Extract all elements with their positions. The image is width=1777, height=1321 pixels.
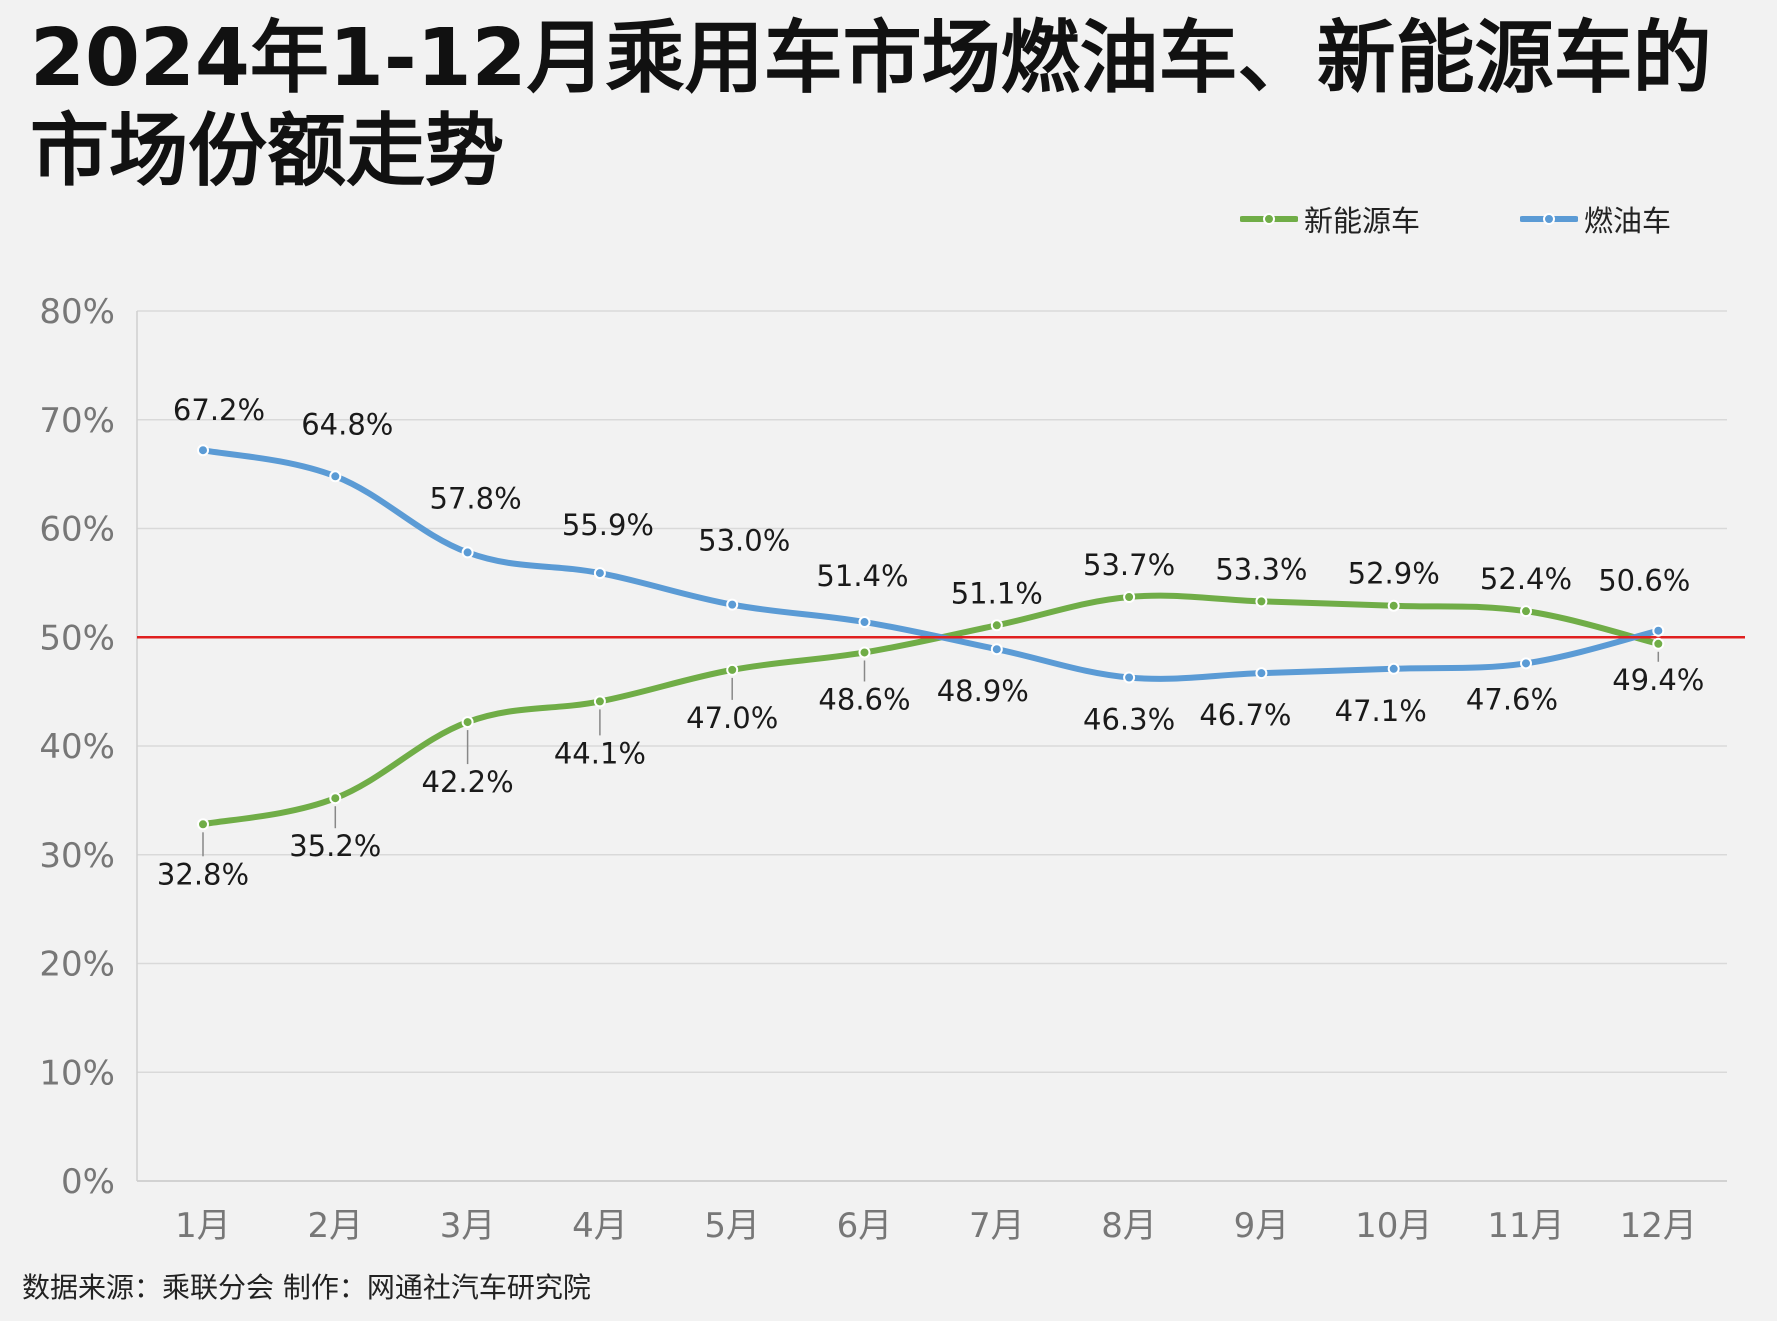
data-label: 57.8% xyxy=(430,481,522,515)
source-note: 数据来源：乘联分会 制作：网通社汽车研究院 xyxy=(22,1271,591,1304)
data-label: 64.8% xyxy=(301,407,393,441)
y-tick-label: 60% xyxy=(39,510,115,550)
data-labels: 32.8% 35.2% 42.2% 44.1% 47.0% 48.6% 51.1% 53.7%… xyxy=(157,393,1704,891)
data-points xyxy=(197,444,1665,831)
data-point xyxy=(593,695,606,708)
data-label: 46.3% xyxy=(1083,702,1175,736)
x-tick-label: 9月 xyxy=(1234,1206,1290,1246)
data-point xyxy=(1387,662,1400,675)
legend-item-ice: 燃油车 xyxy=(1520,198,1671,240)
legend-swatch-ice xyxy=(1520,209,1579,229)
legend-label-nev: 新能源车 xyxy=(1304,204,1421,238)
data-point xyxy=(1652,624,1665,637)
data-point xyxy=(858,646,871,659)
y-axis-ticks: 0% 10% 20% 30% 40% 50% 60% 70% 80% xyxy=(39,292,115,1202)
y-tick-label: 50% xyxy=(39,618,115,658)
data-label: 47.1% xyxy=(1335,694,1427,728)
data-label: 51.1% xyxy=(951,576,1043,610)
x-axis-ticks: 1月 2月 3月 4月 5月 6月 7月 8月 9月 10月 11月 12月 xyxy=(175,1206,1697,1246)
data-label: 47.6% xyxy=(1466,682,1558,716)
data-label: 48.6% xyxy=(818,682,910,716)
data-point xyxy=(858,616,871,629)
data-label: 50.6% xyxy=(1598,564,1690,598)
y-tick-label: 30% xyxy=(39,836,115,876)
x-tick-label: 10月 xyxy=(1355,1206,1432,1246)
data-label: 42.2% xyxy=(422,765,514,799)
data-label: 52.4% xyxy=(1480,562,1572,596)
x-tick-label: 4月 xyxy=(572,1206,628,1246)
data-label: 48.9% xyxy=(937,674,1029,708)
chart-legend: 新能源车 燃油车 xyxy=(1240,198,1671,240)
data-label: 32.8% xyxy=(157,857,249,891)
data-label: 47.0% xyxy=(686,701,778,735)
legend-label-ice: 燃油车 xyxy=(1584,204,1672,238)
data-point xyxy=(329,792,342,805)
data-point xyxy=(1652,637,1665,650)
data-label: 51.4% xyxy=(816,559,908,593)
data-point xyxy=(726,598,739,611)
data-label: 52.9% xyxy=(1348,557,1440,591)
x-tick-label: 6月 xyxy=(837,1206,893,1246)
y-tick-label: 40% xyxy=(39,727,115,767)
data-label: 35.2% xyxy=(289,829,381,863)
y-tick-label: 20% xyxy=(39,945,115,985)
data-point xyxy=(1255,667,1268,680)
y-tick-label: 70% xyxy=(39,401,115,441)
x-tick-label: 8月 xyxy=(1101,1206,1157,1246)
leader-lines xyxy=(202,651,1660,857)
data-point xyxy=(1520,605,1532,618)
legend-swatch-nev xyxy=(1240,209,1298,229)
x-tick-label: 1月 xyxy=(175,1206,231,1246)
data-point xyxy=(990,643,1003,656)
data-point xyxy=(461,546,474,559)
x-tick-label: 3月 xyxy=(440,1206,496,1246)
data-point xyxy=(990,619,1003,632)
x-tick-label: 5月 xyxy=(704,1206,760,1246)
data-point xyxy=(1123,671,1136,684)
data-label: 44.1% xyxy=(554,736,646,770)
y-tick-label: 10% xyxy=(39,1053,115,1093)
series-lines xyxy=(200,447,1662,828)
data-label: 53.7% xyxy=(1083,548,1175,582)
chart-title: 2024年1-12月乘用车市场燃油车、新能源车的市场份额走势 xyxy=(30,12,1712,197)
data-label: 53.3% xyxy=(1215,552,1307,586)
y-tick-label: 0% xyxy=(61,1162,115,1202)
y-tick-label: 80% xyxy=(39,292,115,332)
data-label: 46.7% xyxy=(1199,698,1291,732)
x-tick-label: 7月 xyxy=(969,1206,1025,1246)
x-tick-label: 2月 xyxy=(307,1206,363,1246)
x-tick-label: 11月 xyxy=(1487,1206,1564,1246)
legend-item-nev: 新能源车 xyxy=(1240,198,1420,240)
data-point xyxy=(1520,657,1532,670)
data-point xyxy=(461,716,474,729)
data-label: 55.9% xyxy=(562,508,654,542)
grid-lines xyxy=(136,310,1727,1182)
series-line-nev xyxy=(200,592,1662,828)
data-point xyxy=(593,567,606,580)
data-point xyxy=(1387,599,1400,612)
data-point xyxy=(1123,591,1136,604)
data-point xyxy=(329,470,342,483)
data-point xyxy=(1255,595,1268,608)
x-tick-label: 12月 xyxy=(1620,1206,1697,1246)
data-point xyxy=(197,444,209,457)
data-point xyxy=(197,818,209,831)
data-label: 49.4% xyxy=(1612,663,1704,697)
series-line-ice xyxy=(200,447,1662,682)
data-point xyxy=(726,663,739,676)
data-label: 53.0% xyxy=(698,524,790,558)
data-label: 67.2% xyxy=(173,393,265,427)
